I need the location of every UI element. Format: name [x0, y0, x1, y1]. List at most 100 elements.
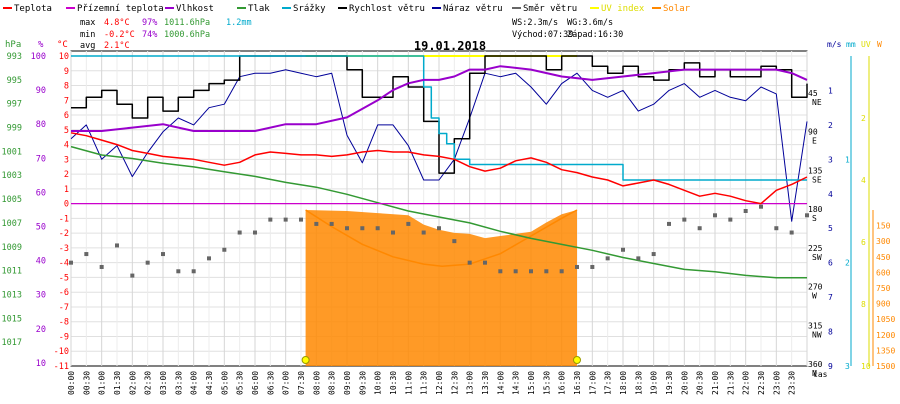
series-wind-direction-point: [774, 226, 779, 231]
series-wind-direction-point: [191, 269, 196, 274]
axis-pct-tick: 60: [36, 188, 46, 198]
axis-x-tick: 17:30: [604, 371, 613, 395]
axis-x-tick: 20:00: [680, 371, 689, 395]
stats-min-temp: -0.2°C: [104, 30, 135, 40]
axis-unit-hpa: hPa: [5, 40, 21, 50]
stats-min-label: min: [80, 30, 95, 40]
axis-degc-tick: 4: [64, 141, 69, 151]
axis-dir-tick: 45: [808, 89, 818, 98]
legend-humidity: Vlhkost: [176, 4, 214, 14]
axes: 109876543210-1-2-3-4-5-6-7-8-9-10-111009…: [2, 52, 896, 395]
axis-ms-tick: 1: [828, 86, 833, 95]
axis-degc-tick: -5: [59, 273, 69, 283]
stats-max-temp: 4.8°C: [104, 18, 130, 28]
axis-dir-label: E: [812, 137, 817, 146]
series-wind-direction-point: [483, 260, 487, 265]
series-wind-direction-point: [621, 247, 625, 252]
wind-ws: WS:2.3m/s: [512, 18, 558, 28]
axis-unit-pct: %: [38, 40, 44, 50]
series-wind-direction-point: [84, 252, 89, 257]
legend-solar: Solar: [663, 4, 691, 14]
series-wind-direction-point: [406, 221, 411, 226]
axis-wm2-tick: 600: [876, 268, 891, 277]
series-wind-direction-point: [437, 226, 441, 231]
series-wind-direction-point: [682, 217, 687, 222]
axis-x-tick: 22:00: [742, 371, 751, 395]
axis-x-tick: 08:00: [312, 371, 321, 395]
axis-degc-tick: 10: [59, 52, 69, 62]
series-wind-direction-point: [176, 269, 181, 274]
series-wind-gust: [70, 69, 808, 222]
series-wind-direction-point: [605, 256, 610, 261]
legend-ground-temp: Přízemní teplota: [77, 4, 164, 14]
axis-x-label: čas: [813, 369, 828, 379]
axis-degc-tick: -1: [59, 214, 69, 224]
axis-x-tick: 13:30: [481, 371, 490, 395]
axis-x-tick: 22:30: [757, 371, 766, 395]
axis-x-tick: 21:00: [711, 371, 720, 395]
axis-dir-label: N: [812, 369, 817, 378]
axis-degc-tick: -8: [59, 318, 69, 328]
axis-ms-tick: 4: [828, 190, 833, 199]
stats-max-label: max: [80, 18, 95, 28]
series-wind-direction-point: [99, 264, 104, 269]
axis-ms-tick: 8: [828, 328, 833, 337]
axis-degc-tick: 7: [64, 96, 69, 106]
series-solar-theoretical: [305, 209, 578, 267]
axis-x-tick: 20:30: [696, 371, 705, 395]
stats-min-hum: 74%: [142, 30, 157, 40]
series-wind-direction-point: [222, 247, 227, 252]
series-wind-direction-point: [743, 209, 748, 213]
axis-x-tick: 07:00: [282, 371, 291, 395]
axis-pct-tick: 80: [36, 120, 46, 130]
series-wind-speed: [71, 55, 808, 174]
axis-x-tick: 19:30: [665, 371, 674, 395]
axis-wm2-tick: 450: [876, 253, 891, 262]
series-wind-direction-point: [513, 269, 518, 274]
axis-x-tick: 18:30: [634, 371, 643, 395]
axis-dir-tick: 225: [808, 244, 823, 253]
series: [69, 55, 809, 366]
axis-x-tick: 15:00: [527, 371, 536, 395]
axis-degc-tick: -2: [59, 229, 69, 239]
axis-unit-degc: °C: [57, 40, 68, 50]
axis-ms-tick: 7: [828, 293, 833, 302]
axis-pct-tick: 90: [36, 86, 46, 96]
axis-x-tick: 10:30: [389, 371, 398, 395]
axis-unit-mm: mm: [846, 40, 856, 49]
axis-x-tick: 23:30: [788, 371, 797, 395]
axis-dir-label: W: [812, 292, 817, 301]
axis-degc-tick: -3: [59, 244, 69, 254]
axis-wm2-tick: 1500: [876, 362, 895, 371]
axis-dir-label: SE: [812, 175, 822, 184]
series-wind-direction-point: [345, 226, 349, 231]
series-wind-direction-point: [759, 204, 763, 209]
axis-mm-tick: 2: [845, 259, 850, 268]
axis-hpa-tick: 1015: [2, 314, 22, 324]
series-wind-direction-point: [590, 264, 595, 269]
axis-dir-tick: 315: [808, 321, 823, 330]
axis-wm2-tick: 900: [876, 300, 891, 309]
axis-hpa-tick: 1017: [2, 338, 22, 348]
series-wind-direction-point: [789, 230, 794, 235]
axis-x-tick: 17:00: [588, 371, 597, 395]
axis-degc-tick: -6: [59, 288, 69, 298]
axis-x-tick: 16:30: [573, 371, 582, 395]
axis-hpa-tick: 1005: [2, 195, 22, 205]
axis-unit-uv: UV: [861, 40, 871, 49]
axis-x-tick: 08:30: [328, 371, 337, 395]
axis-wm2-tick: 300: [876, 237, 891, 246]
axis-x-tick: 12:00: [435, 371, 444, 395]
axis-mm-tick: 3: [845, 362, 850, 371]
axis-x-tick: 09:30: [358, 371, 367, 395]
axis-x-tick: 00:00: [67, 371, 76, 395]
series-wind-direction-point: [268, 217, 273, 222]
axis-x-tick: 14:30: [512, 371, 521, 395]
axis-hpa-tick: 993: [7, 52, 22, 62]
axis-degc-tick: -9: [59, 332, 69, 342]
axis-x-tick: 03:30: [174, 371, 183, 395]
axis-uv-tick: 8: [861, 300, 866, 309]
axis-x-tick: 06:30: [266, 371, 275, 395]
legend-temperature: Teplota: [14, 4, 52, 14]
